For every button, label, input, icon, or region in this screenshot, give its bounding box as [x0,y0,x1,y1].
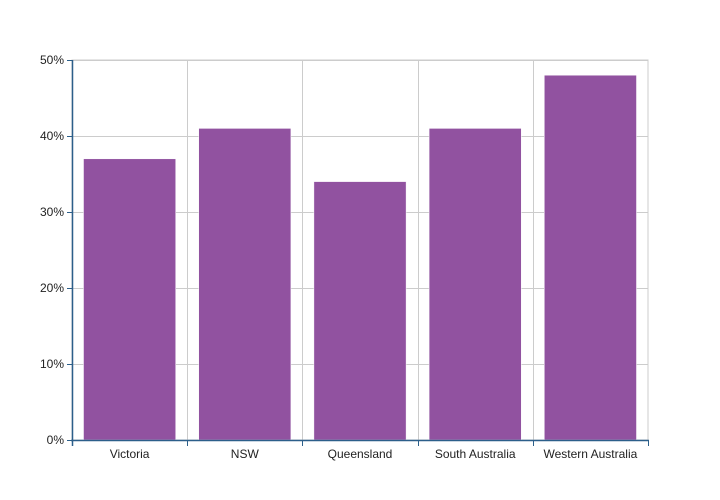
bar-victoria[interactable] [83,158,176,441]
y-tick-label: 40% [40,129,64,143]
axes [67,60,649,446]
y-tick-labels: 0% 10% 20% 30% 40% 50% [40,53,64,447]
bars [83,74,637,441]
y-tick-label: 30% [40,205,64,219]
x-tick-label: South Australia [435,447,516,461]
bar-south-australia[interactable] [428,128,522,441]
y-tick-label: 20% [40,281,64,295]
x-tick-label: Victoria [110,447,150,461]
bar-queensland[interactable] [313,181,407,441]
x-tick-label: Queensland [328,447,393,461]
bar-western-australia[interactable] [544,74,637,441]
x-tick-label: NSW [231,447,260,461]
y-tick-label: 0% [47,433,65,447]
y-tick-label: 10% [40,357,64,371]
x-tick-label: Western Australia [543,447,637,461]
bar-nsw[interactable] [198,128,292,441]
x-tick-labels: Victoria NSW Queensland South Australia West… [110,447,638,461]
y-tick-label: 50% [40,53,64,67]
